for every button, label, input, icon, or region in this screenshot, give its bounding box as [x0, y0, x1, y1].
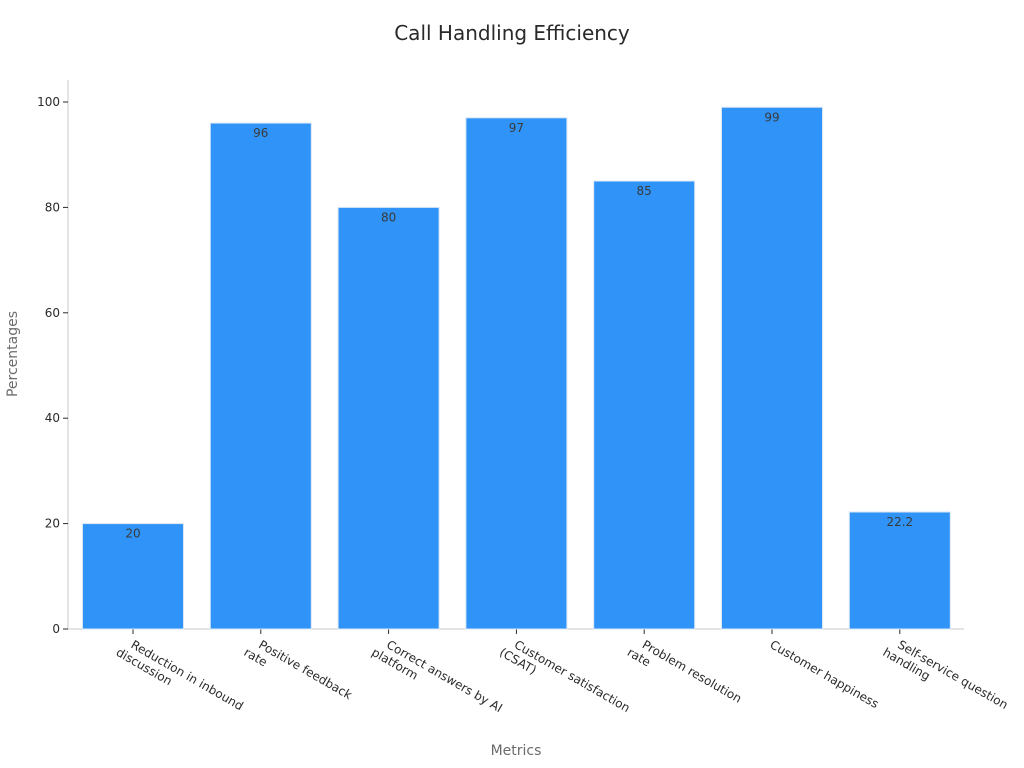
x-axis: Reduction in inbounddiscussion Positive f…	[68, 628, 1011, 727]
y-tick-label: 60	[45, 306, 60, 320]
bars: 20 96 80 97 85 99 22.2	[82, 106, 951, 630]
y-axis-title: Percentages	[5, 311, 21, 397]
y-tick-label: 0	[52, 622, 60, 636]
x-tick-label: Correct answers by AIplatform	[369, 633, 505, 727]
x-tick-label: Customer happiness	[768, 637, 882, 711]
y-axis: 0 20 40 60 80 100	[37, 80, 69, 636]
bar	[82, 523, 184, 630]
data-label: 22.2	[886, 515, 913, 529]
bar	[721, 106, 823, 630]
y-tick-label: 40	[45, 411, 60, 425]
x-tick-label: Self-service questionhandling	[881, 633, 1011, 724]
data-label: 85	[637, 184, 652, 198]
x-tick-label: Problem resolutionrate	[625, 633, 744, 718]
chart-title: Call Handling Efficiency	[394, 21, 630, 45]
data-label: 96	[253, 126, 268, 140]
x-axis-title: Metrics	[491, 743, 542, 759]
x-tick-label: Positive feedbackrate	[242, 633, 355, 714]
x-tick-label: Reduction in inbounddiscussion	[114, 633, 246, 725]
x-tick-label: Customer satisfaction(CSAT)	[497, 633, 632, 727]
bar	[848, 511, 951, 630]
data-label: 99	[764, 110, 779, 124]
y-tick-label: 20	[45, 517, 60, 531]
data-label: 80	[381, 210, 396, 224]
bar	[337, 206, 440, 630]
bar	[593, 180, 696, 630]
bar	[209, 122, 312, 630]
y-tick-label: 80	[45, 200, 60, 214]
data-label: 20	[125, 527, 140, 541]
y-tick-label: 100	[37, 95, 60, 109]
data-label: 97	[509, 121, 524, 135]
bar	[465, 117, 568, 630]
